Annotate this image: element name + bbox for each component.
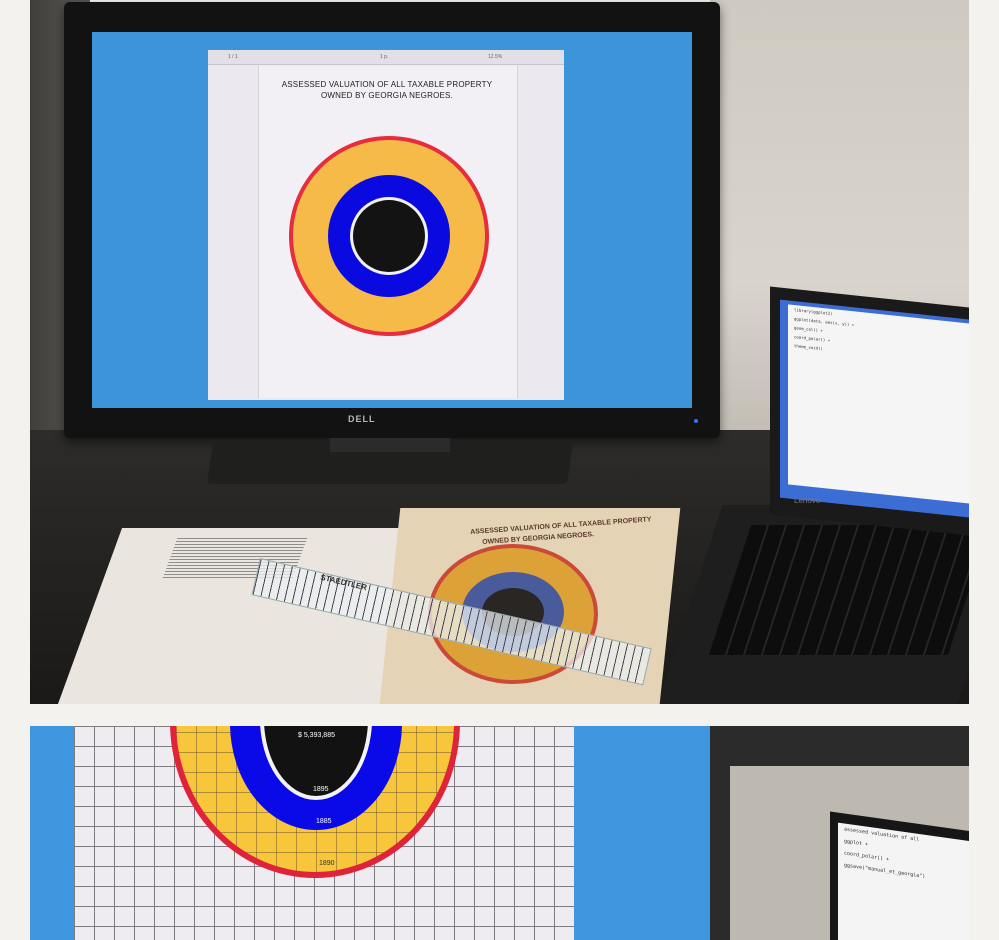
- monitor-screen: 1 / 1 1 p. 12.5% ASSESSED VALUATION OF A…: [92, 32, 692, 408]
- pdf-viewer: 1 / 1 1 p. 12.5% ASSESSED VALUATION OF A…: [208, 50, 564, 400]
- pdf-sheet: ASSESSED VALUATION OF ALL TAXABLE PROPER…: [258, 66, 518, 398]
- power-led-icon: [694, 419, 698, 423]
- center-value: $ 5,393,885: [298, 732, 335, 739]
- monitor-brand: DELL: [348, 414, 376, 424]
- pdf-toolbar: 1 / 1 1 p. 12.5%: [208, 50, 564, 65]
- chart-title-line1: ASSESSED VALUATION OF ALL TAXABLE PROPER…: [281, 80, 493, 89]
- year-label: 1890: [319, 860, 335, 867]
- pdf-title: 1 p.: [380, 54, 389, 60]
- chart-title-line2: OWNED BY GEORGIA NEGROES.: [321, 91, 453, 100]
- laptop-brand: Lenovo: [794, 496, 821, 505]
- photo-closeup: assessed valuation of all ggplot + coord…: [30, 726, 969, 940]
- ring-black: [353, 200, 425, 272]
- year-label: 1895: [313, 786, 329, 793]
- laptop-screen: assessed valuation of all ggplot + coord…: [830, 811, 969, 940]
- page-indicator: 1 / 1: [228, 54, 238, 60]
- code-editor: assessed valuation of all ggplot + coord…: [838, 822, 969, 940]
- code-editor: library(ggplot2) ggplot(data, aes(x, y))…: [788, 304, 969, 504]
- year-label: 1885: [316, 818, 332, 825]
- laptop-display: library(ggplot2) ggplot(data, aes(x, y))…: [780, 299, 969, 518]
- photo-monitor-and-book: 1 / 1 1 p. 12.5% ASSESSED VALUATION OF A…: [30, 0, 969, 704]
- laptop-keyboard: [708, 525, 969, 655]
- monitor-stand-neck: [330, 438, 450, 452]
- monitor: 1 / 1 1 p. 12.5% ASSESSED VALUATION OF A…: [64, 2, 720, 438]
- zoom-level: 12.5%: [488, 54, 503, 60]
